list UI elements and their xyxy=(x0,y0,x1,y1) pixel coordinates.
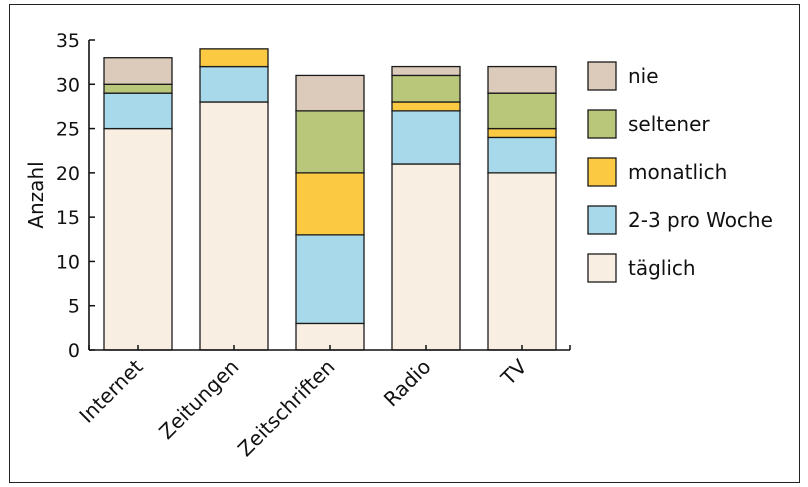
bar-segment-zeitschriften-monatlich xyxy=(295,172,365,236)
legend-swatch-t-glich xyxy=(587,253,617,283)
legend-swatch-nie xyxy=(587,61,617,91)
bar-segment-tv-monatlich xyxy=(487,127,557,139)
legend: nie seltener monatlich 2-3 pro Woche täglich xyxy=(587,61,773,283)
y-axis-title: Anzahl xyxy=(24,161,48,228)
bar-segment-tv-nie xyxy=(487,65,557,94)
bars-group xyxy=(103,48,557,351)
bar-segment-zeitschriften-2-3-pro-woche xyxy=(295,234,365,325)
bar-segment-zeitungen-monatlich xyxy=(199,48,269,68)
bar-segment-zeitschriften-nie xyxy=(295,74,365,112)
legend-swatch-seltener xyxy=(587,109,617,139)
y-tick-label-5: 5 xyxy=(68,296,80,318)
legend-swatch-2-3-pro-woche xyxy=(587,205,617,235)
bar-segment-tv-2-3-pro-woche xyxy=(487,136,557,174)
bar-segment-zeitungen-2-3-pro-woche xyxy=(199,65,269,103)
legend-swatch-monatlich xyxy=(587,157,617,187)
x-tick-label-zeitschriften: Zeitschriften xyxy=(233,355,340,462)
y-tick-label-25: 25 xyxy=(56,119,80,141)
y-tick-label-10: 10 xyxy=(56,251,80,273)
bar-segment-radio-t-glich xyxy=(391,163,461,351)
bar-segment-radio-2-3-pro-woche xyxy=(391,110,461,165)
y-tick-label-0: 0 xyxy=(68,340,80,362)
bar-segment-zeitungen-t-glich xyxy=(199,101,269,351)
legend-label-nie: nie xyxy=(628,64,659,88)
legend-label-seltener: seltener xyxy=(628,112,710,136)
y-tick-label-35: 35 xyxy=(56,30,80,52)
bar-segment-tv-seltener xyxy=(487,92,557,130)
bar-segment-zeitschriften-seltener xyxy=(295,110,365,174)
bar-segment-radio-seltener xyxy=(391,74,461,103)
x-tick-label-tv: TV xyxy=(496,354,532,390)
bar-segment-tv-t-glich xyxy=(487,172,557,351)
bar-segment-internet-nie xyxy=(103,57,173,85)
bar-segment-radio-nie xyxy=(391,65,461,77)
x-tick-label-internet: Internet xyxy=(74,354,147,427)
legend-label-monatlich: monatlich xyxy=(628,160,727,184)
bar-segment-internet-t-glich xyxy=(103,127,173,351)
bar-segment-internet-2-3-pro-woche xyxy=(103,92,173,130)
legend-label-2-3-pro-woche: 2-3 pro Woche xyxy=(628,208,773,232)
bar-segment-internet-seltener xyxy=(103,83,173,94)
y-tick-label-15: 15 xyxy=(56,207,80,229)
y-tick-label-20: 20 xyxy=(56,163,80,185)
x-tick-label-zeitungen: Zeitungen xyxy=(154,355,243,444)
x-tick-label-radio: Radio xyxy=(379,355,436,412)
bar-segment-radio-monatlich xyxy=(391,101,461,112)
y-tick-label-30: 30 xyxy=(56,74,80,96)
legend-label-t-glich: täglich xyxy=(628,256,696,280)
